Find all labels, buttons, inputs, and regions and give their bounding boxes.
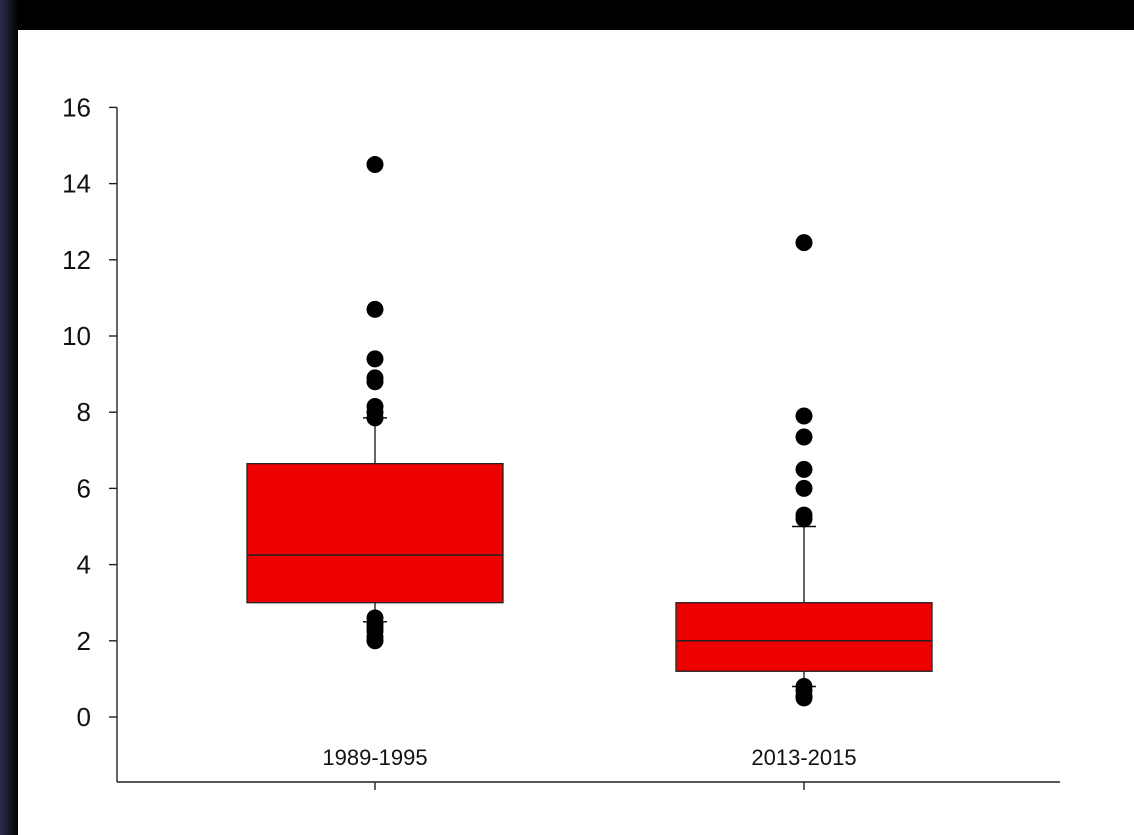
outlier-point (795, 234, 813, 252)
labels-layer: 1989-1995 2013-2015 (322, 745, 856, 770)
y-tick-label: 6 (77, 473, 91, 503)
outlier-point (366, 409, 384, 427)
y-tick-label: 16 (62, 92, 91, 122)
boxes-layer (246, 156, 933, 707)
outlier-point (795, 479, 813, 497)
category-label: 2013-2015 (751, 745, 856, 770)
outlier-point (795, 689, 813, 707)
outlier-point (366, 300, 384, 318)
y-tick-label: 4 (77, 550, 91, 580)
outlier-point (366, 350, 384, 368)
y-tick-label: 12 (62, 245, 91, 275)
iqr-box (246, 462, 504, 604)
axes: 0 2 4 6 8 10 12 14 16 (62, 92, 1060, 790)
outlier-point (366, 156, 384, 174)
y-tick-label: 10 (62, 321, 91, 351)
y-tick-label: 2 (77, 626, 91, 656)
y-tick-label: 8 (77, 397, 91, 427)
box-plot-chart: 0 2 4 6 8 10 12 14 16 1989-1995 2013-2015 (62, 92, 1060, 790)
iqr-box (675, 602, 933, 672)
outlier-point (795, 460, 813, 478)
box-group-2013-2015 (675, 234, 933, 707)
outlier-point (366, 373, 384, 391)
outlier-point (795, 428, 813, 446)
outlier-point (795, 407, 813, 425)
outlier-point (795, 510, 813, 528)
outlier-point (366, 632, 384, 650)
category-label: 1989-1995 (322, 745, 427, 770)
y-tick-label: 14 (62, 169, 91, 199)
slide-panel: 0 2 4 6 8 10 12 14 16 1989-1995 2013-2015 (18, 30, 1134, 835)
box-group-1989-1995 (246, 156, 504, 650)
y-tick-label: 0 (77, 702, 91, 732)
